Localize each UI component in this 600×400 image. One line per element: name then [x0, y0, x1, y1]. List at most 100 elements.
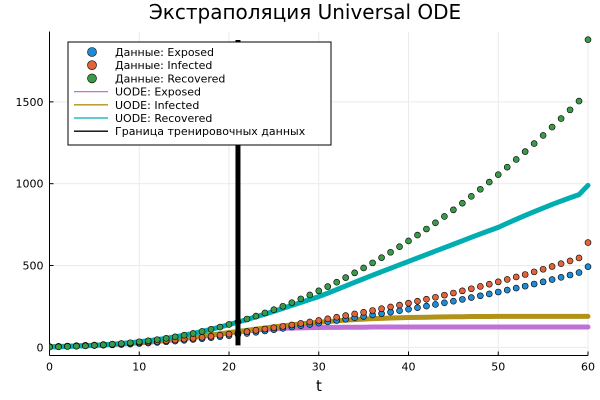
data-point-recovered: [189, 330, 197, 337]
x-tick-label: 50: [491, 361, 505, 374]
data-point-recovered: [584, 36, 592, 43]
x-tick-label: 0: [46, 361, 53, 374]
data-point-exposed: [584, 263, 592, 270]
data-point-infected: [378, 305, 385, 313]
data-point-infected: [396, 301, 403, 309]
chart-title: Экстраполяция Universal ODE: [149, 0, 461, 24]
data-point-infected: [503, 276, 511, 283]
data-point-infected: [584, 239, 592, 246]
data-point-infected: [423, 295, 430, 303]
data-point-recovered: [153, 336, 161, 343]
data-point-exposed: [432, 301, 439, 308]
legend-marker: [87, 60, 97, 70]
data-point-recovered: [135, 338, 143, 346]
data-point-infected: [521, 271, 529, 278]
data-point-recovered: [548, 123, 556, 131]
data-point-recovered: [485, 178, 493, 186]
data-point-infected: [198, 334, 206, 341]
data-point-infected: [459, 287, 466, 295]
data-point-recovered: [351, 269, 358, 277]
data-point-recovered: [324, 283, 332, 290]
data-point-infected: [476, 283, 484, 290]
data-point-recovered: [64, 343, 71, 350]
legend-box: [67, 41, 332, 146]
data-point-recovered: [405, 237, 412, 245]
data-point-recovered: [387, 248, 394, 256]
x-tick-label: 20: [222, 361, 236, 374]
data-point-infected: [207, 333, 215, 340]
data-point-exposed: [539, 278, 547, 286]
data-point-recovered: [162, 335, 170, 342]
data-point-recovered: [100, 341, 107, 349]
data-point-exposed: [450, 297, 457, 305]
legend-label: Данные: Infected: [115, 59, 212, 72]
data-point-infected: [279, 323, 287, 330]
data-point-infected: [225, 330, 233, 338]
data-point-infected: [216, 331, 224, 339]
legend-label: UODE: Exposed: [115, 86, 201, 99]
data-point-recovered: [243, 315, 251, 323]
data-point-exposed: [521, 282, 529, 290]
data-point-recovered: [144, 337, 152, 345]
x-tick-label: 60: [581, 361, 595, 374]
data-point-recovered: [118, 340, 125, 347]
data-point-exposed: [566, 271, 574, 279]
data-point-infected: [566, 257, 574, 265]
data-point-exposed: [512, 284, 520, 292]
data-point-exposed: [468, 294, 475, 301]
data-point-exposed: [405, 305, 412, 313]
series-points-recovered: [49, 36, 592, 351]
data-point-infected: [512, 273, 520, 281]
legend-marker: [87, 73, 97, 84]
legend-label: Граница тренировочных данных: [115, 125, 306, 138]
data-point-recovered: [297, 295, 305, 303]
data-point-exposed: [530, 280, 538, 288]
data-point-infected: [575, 254, 583, 262]
data-point-exposed: [575, 269, 583, 276]
data-point-recovered: [476, 185, 484, 193]
data-point-infected: [494, 278, 502, 286]
data-point-infected: [297, 320, 305, 327]
data-point-recovered: [441, 213, 448, 220]
data-point-recovered: [468, 192, 475, 200]
series-layer: [49, 36, 592, 351]
x-tick-label: 30: [312, 361, 326, 374]
data-point-recovered: [530, 140, 538, 147]
data-point-recovered: [315, 287, 323, 295]
data-point-recovered: [49, 343, 53, 351]
data-point-exposed: [548, 276, 556, 283]
data-point-recovered: [207, 326, 215, 333]
data-point-exposed: [476, 292, 484, 300]
data-point-recovered: [55, 343, 62, 351]
y-tick-label: 1000: [16, 178, 44, 191]
data-point-recovered: [126, 339, 134, 347]
data-point-infected: [405, 299, 412, 307]
data-point-recovered: [225, 321, 233, 328]
data-point-infected: [333, 313, 341, 321]
data-point-infected: [414, 297, 421, 305]
data-point-infected: [270, 324, 278, 331]
data-point-infected: [252, 326, 260, 334]
data-point-exposed: [441, 299, 448, 307]
data-point-exposed: [396, 307, 403, 314]
data-point-infected: [468, 285, 475, 293]
data-point-infected: [315, 317, 323, 324]
data-point-infected: [548, 263, 556, 270]
data-point-infected: [351, 310, 358, 318]
y-tick-label: 500: [23, 260, 44, 273]
data-point-recovered: [342, 274, 349, 281]
legend-label: Данные: Exposed: [115, 46, 214, 59]
data-point-infected: [441, 291, 448, 299]
data-point-recovered: [512, 156, 520, 163]
legend-label: UODE: Recovered: [115, 112, 212, 125]
x-tick-label: 10: [132, 361, 146, 374]
data-point-exposed: [557, 273, 565, 281]
data-point-recovered: [539, 132, 547, 139]
axes: [49, 31, 589, 356]
data-point-infected: [432, 293, 439, 301]
data-point-recovered: [333, 278, 341, 286]
data-point-infected: [369, 307, 376, 314]
data-point-recovered: [414, 231, 421, 239]
